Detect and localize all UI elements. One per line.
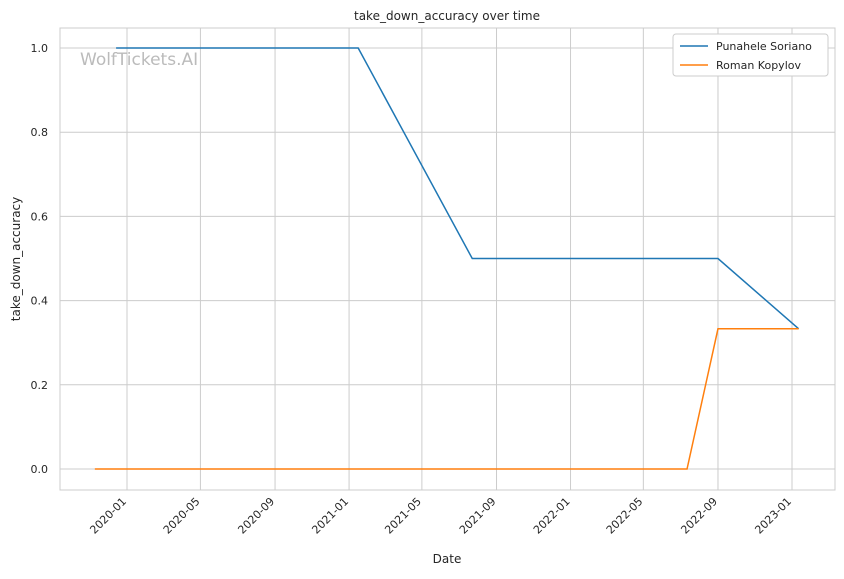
series-line-0 [116,47,800,330]
legend: Punahele Soriano Roman Kopylov [672,33,829,77]
y-tick-label: 1.0 [31,42,49,55]
x-tick-label: 2022-05 [604,495,646,537]
x-tick-label: 2020-05 [161,495,203,537]
x-tick-label: 2021-05 [382,495,424,537]
x-axis-label: Date [433,552,462,566]
watermark: WolfTickets.AI [80,50,198,70]
x-tick-label: 2020-01 [87,495,129,537]
legend-label: Roman Kopylov [716,59,801,72]
y-tick-label: 0.8 [31,126,49,139]
x-tick-label: 2021-01 [309,495,351,537]
plot-frame [59,27,836,491]
x-tick-label: 2022-09 [678,495,720,537]
series-line-1 [94,328,799,470]
y-tick-label: 0.6 [31,210,49,223]
x-tick-label: 2023-01 [752,495,794,537]
y-tick-label: 0.0 [31,463,49,476]
chart-title: take_down_accuracy over time [354,9,540,23]
x-tick-label: 2021-09 [457,495,499,537]
x-tick-label: 2022-01 [531,495,573,537]
y-axis-label: take_down_accuracy [9,197,23,321]
legend-label: Punahele Soriano [716,40,812,53]
y-tick-label: 0.4 [31,295,49,308]
x-tick-label: 2020-09 [235,495,277,537]
y-tick-label: 0.2 [31,379,49,392]
